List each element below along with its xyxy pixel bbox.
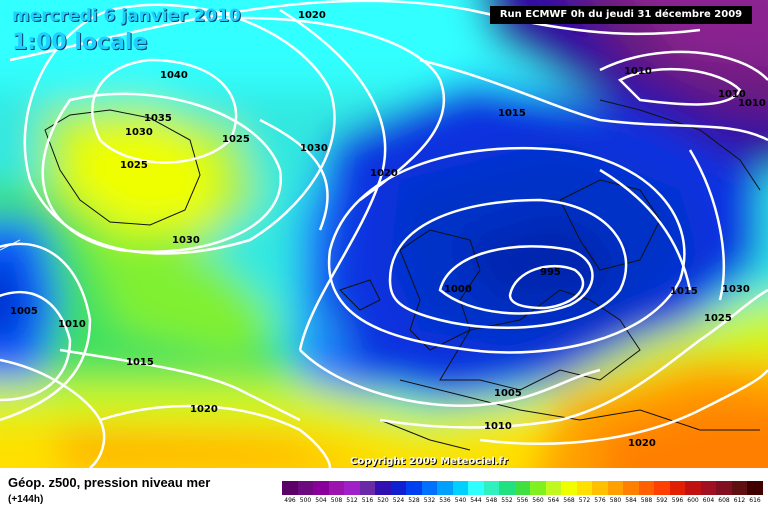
legend-swatch: 512 <box>344 481 360 504</box>
legend-value: 568 <box>563 497 575 504</box>
legend-value: 564 <box>547 497 560 504</box>
isobar-label: 1025 <box>704 313 732 324</box>
legend-value: 576 <box>594 497 606 504</box>
legend-swatch: 564 <box>545 481 561 504</box>
legend-value: 508 <box>330 497 343 504</box>
isobar-label: 1030 <box>300 143 328 154</box>
legend-value: 532 <box>423 497 436 504</box>
legend-value: 616 <box>749 497 761 504</box>
isobar-label: 1010 <box>484 421 512 432</box>
legend-swatch: 556 <box>514 481 530 504</box>
legend-swatch: 544 <box>468 481 484 504</box>
isobar-label: 1010 <box>738 98 766 109</box>
legend-value: 588 <box>640 497 653 504</box>
isobar-label: 1015 <box>126 357 154 368</box>
isobar-label: 1020 <box>190 404 218 415</box>
legend-swatch: 612 <box>731 481 747 504</box>
legend-swatch: 584 <box>623 481 639 504</box>
isobar-label: 1000 <box>444 284 472 295</box>
legend-swatch: 568 <box>561 481 577 504</box>
legend-value: 596 <box>671 497 684 504</box>
legend-swatch: 508 <box>328 481 344 504</box>
isobar-label: 1010 <box>624 66 652 77</box>
legend-swatch: 528 <box>406 481 422 504</box>
legend-value: 604 <box>702 497 715 504</box>
legend-swatch: 592 <box>654 481 670 504</box>
legend-value: 572 <box>578 497 591 504</box>
map-variable-title: Géop. z500, pression niveau mer <box>8 475 211 490</box>
legend-value: 548 <box>485 497 498 504</box>
legend-swatch: 572 <box>576 481 592 504</box>
legend-swatch: 600 <box>685 481 701 504</box>
forecast-local-time: 1:00 locale <box>12 30 148 55</box>
isobar-label: 1020 <box>298 10 326 21</box>
legend-swatch: 500 <box>297 481 313 504</box>
legend-value: 556 <box>516 497 529 504</box>
isobar-label: 1030 <box>172 235 200 246</box>
forecast-lead-time: (+144h) <box>8 494 44 505</box>
legend-swatch: 548 <box>483 481 499 504</box>
legend-swatch: 596 <box>669 481 685 504</box>
weather-map: mercredi 6 janvier 2010 1:00 locale Run … <box>0 0 768 468</box>
legend-value: 552 <box>501 497 513 504</box>
legend-swatch: 516 <box>359 481 375 504</box>
legend-value: 536 <box>439 497 451 504</box>
run-info: Run ECMWF 0h du jeudi 31 décembre 2009 <box>490 6 752 24</box>
legend-value: 540 <box>454 497 467 504</box>
legend-swatch: 504 <box>313 481 329 504</box>
legend-value: 528 <box>408 497 420 504</box>
legend-swatch: 496 <box>282 481 298 504</box>
legend-value: 520 <box>377 497 389 504</box>
isobar-label: 1020 <box>370 168 398 179</box>
legend-value: 516 <box>361 497 374 504</box>
legend-swatch: 576 <box>592 481 608 504</box>
isobar-label: 1015 <box>670 286 698 297</box>
legend-swatch: 524 <box>390 481 406 504</box>
isobar-label: 1010 <box>718 89 746 100</box>
geopotential-field <box>0 0 768 468</box>
legend-swatch: 604 <box>700 481 716 504</box>
legend-value: 500 <box>299 497 312 504</box>
legend-value: 512 <box>346 497 358 504</box>
isobar-label: 1035 <box>144 113 172 124</box>
copyright-text: Copyright 2009 Meteociel.fr <box>350 456 508 467</box>
legend-value: 560 <box>532 497 544 504</box>
legend-value: 524 <box>392 497 405 504</box>
legend-value: 580 <box>609 497 622 504</box>
legend-value: 504 <box>315 497 327 504</box>
legend-value: 496 <box>284 497 296 504</box>
legend-swatch: 580 <box>607 481 623 504</box>
legend-swatch: 588 <box>638 481 654 504</box>
isobar-label: 1040 <box>160 70 188 81</box>
isobar-label: 1005 <box>10 306 38 317</box>
legend-value: 612 <box>733 497 746 504</box>
forecast-date: mercredi 6 janvier 2010 <box>12 6 241 26</box>
map-footer: Géop. z500, pression niveau mer (+144h) … <box>0 468 768 512</box>
legend-value: 608 <box>718 497 730 504</box>
color-scale-legend: 496 500 504 508 512 516 520 524 528 532 536 540 544 5… <box>282 481 763 504</box>
legend-swatch: 560 <box>530 481 546 504</box>
legend-value: 592 <box>656 497 668 504</box>
legend-swatch: 532 <box>421 481 437 504</box>
isobar-label: 1010 <box>58 319 86 330</box>
legend-swatch: 536 <box>437 481 453 504</box>
legend-swatch: 616 <box>747 481 763 504</box>
isobar-label: 1030 <box>125 127 153 138</box>
legend-swatch: 520 <box>375 481 391 504</box>
legend-value: 600 <box>687 497 699 504</box>
legend-value: 544 <box>470 497 482 504</box>
isobar-label: 1030 <box>722 284 750 295</box>
isobar-label: 1020 <box>628 438 656 449</box>
legend-swatch: 540 <box>452 481 468 504</box>
isobar-label: 1025 <box>120 160 148 171</box>
isobar-label: 1005 <box>494 388 522 399</box>
legend-swatch: 552 <box>499 481 515 504</box>
legend-value: 584 <box>625 497 637 504</box>
legend-swatch: 608 <box>716 481 732 504</box>
isobar-label: 1015 <box>498 108 526 119</box>
isobar-label: 995 <box>540 267 561 278</box>
isobar-label: 1025 <box>222 134 250 145</box>
